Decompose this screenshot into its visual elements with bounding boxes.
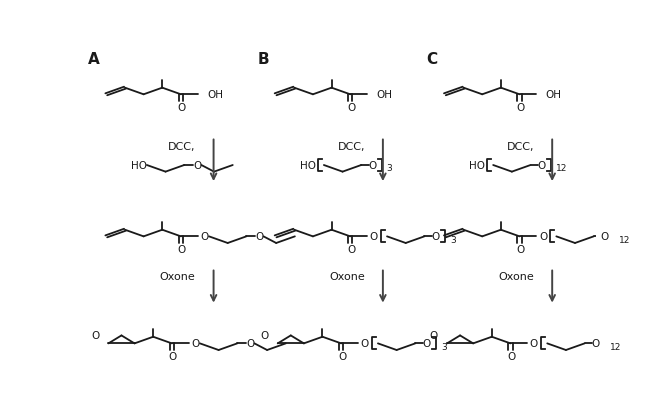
Text: O: O [538,161,546,171]
Text: 3: 3 [387,164,393,173]
Text: DCC,: DCC, [506,142,534,152]
Text: HO: HO [131,161,147,171]
Text: O: O [246,339,254,348]
Text: 3: 3 [450,235,455,244]
Text: 12: 12 [556,164,567,173]
Text: OH: OH [545,90,561,100]
Text: O: O [201,232,209,242]
Text: O: O [422,339,430,348]
Text: O: O [178,244,186,254]
Text: O: O [539,232,547,242]
Text: DCC,: DCC, [338,142,365,152]
Text: O: O [361,339,369,348]
Text: O: O [507,351,516,361]
Text: O: O [193,161,201,171]
Text: DCC,: DCC, [168,142,196,152]
Text: O: O [592,339,600,348]
Text: C: C [426,52,438,67]
Text: OH: OH [207,90,223,100]
Text: O: O [369,232,378,242]
Text: O: O [191,339,199,348]
Text: O: O [347,244,355,254]
Text: O: O [338,351,346,361]
Text: O: O [530,339,538,348]
Text: 12: 12 [610,342,622,351]
Text: O: O [256,232,263,242]
Text: O: O [260,330,269,341]
Text: Oxone: Oxone [329,272,365,281]
Text: 3: 3 [441,342,447,351]
Text: O: O [516,102,525,112]
Text: O: O [430,330,438,341]
Text: O: O [347,102,355,112]
Text: O: O [600,232,609,242]
Text: O: O [169,351,177,361]
Text: Oxone: Oxone [160,272,196,281]
Text: HO: HO [300,161,316,171]
Text: O: O [368,161,377,171]
Text: 12: 12 [619,235,631,244]
Text: B: B [257,52,269,67]
Text: A: A [88,52,99,67]
Text: Oxone: Oxone [498,272,534,281]
Text: O: O [91,330,99,341]
Text: O: O [178,102,186,112]
Text: HO: HO [469,161,485,171]
Text: O: O [516,244,525,254]
Text: O: O [432,232,440,242]
Text: OH: OH [376,90,393,100]
